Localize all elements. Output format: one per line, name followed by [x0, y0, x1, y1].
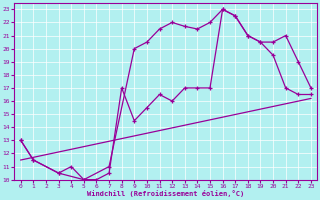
X-axis label: Windchill (Refroidissement éolien,°C): Windchill (Refroidissement éolien,°C) [87, 190, 244, 197]
